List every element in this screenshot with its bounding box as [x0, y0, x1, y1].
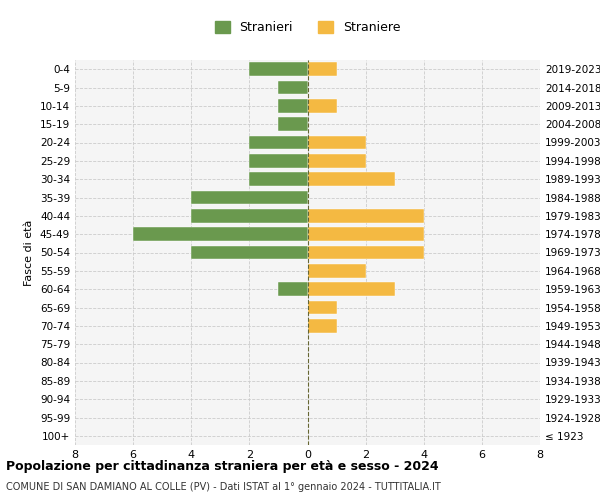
Bar [308, 62, 337, 76]
Legend: Stranieri, Straniere: Stranieri, Straniere [209, 16, 406, 39]
Bar [191, 190, 308, 204]
Bar [250, 154, 308, 168]
Bar [278, 118, 308, 131]
Bar [278, 80, 308, 94]
Y-axis label: Anni di nascita: Anni di nascita [597, 211, 600, 294]
Bar [308, 209, 424, 222]
Bar [250, 136, 308, 149]
Bar [278, 282, 308, 296]
Bar [308, 246, 424, 260]
Bar [250, 172, 308, 186]
Bar [191, 209, 308, 222]
Bar [308, 172, 395, 186]
Bar [308, 319, 337, 332]
Bar [308, 99, 337, 112]
Bar [250, 62, 308, 76]
Bar [308, 264, 365, 278]
Bar [191, 246, 308, 260]
Bar [278, 99, 308, 112]
Bar [308, 282, 395, 296]
Bar [308, 136, 365, 149]
Bar [308, 154, 365, 168]
Text: Popolazione per cittadinanza straniera per età e sesso - 2024: Popolazione per cittadinanza straniera p… [6, 460, 439, 473]
Bar [308, 300, 337, 314]
Bar [308, 228, 424, 241]
Bar [133, 228, 308, 241]
Text: COMUNE DI SAN DAMIANO AL COLLE (PV) - Dati ISTAT al 1° gennaio 2024 - TUTTITALIA: COMUNE DI SAN DAMIANO AL COLLE (PV) - Da… [6, 482, 441, 492]
Y-axis label: Fasce di età: Fasce di età [25, 220, 34, 286]
